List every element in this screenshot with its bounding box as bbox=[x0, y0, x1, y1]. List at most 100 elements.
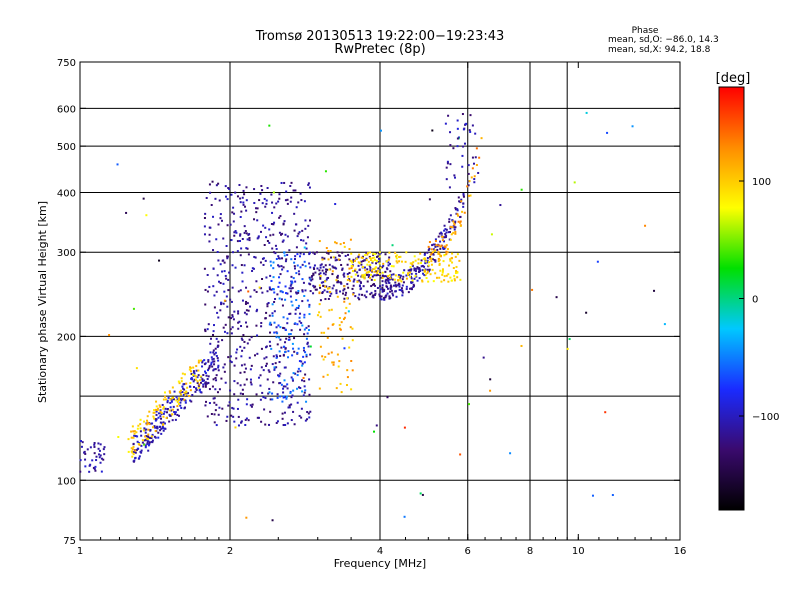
data-point bbox=[133, 459, 136, 462]
data-point bbox=[248, 338, 251, 341]
data-point bbox=[375, 274, 378, 277]
data-point bbox=[410, 277, 413, 280]
data-point bbox=[88, 470, 91, 473]
data-point bbox=[307, 345, 310, 348]
data-point bbox=[366, 253, 369, 256]
data-point bbox=[293, 229, 296, 232]
data-point bbox=[176, 400, 179, 403]
data-point bbox=[308, 305, 311, 308]
data-point bbox=[183, 388, 186, 391]
data-point bbox=[233, 393, 236, 396]
data-point bbox=[449, 131, 452, 134]
data-point bbox=[323, 289, 326, 292]
data-point bbox=[520, 344, 523, 347]
data-point bbox=[573, 181, 576, 184]
data-point bbox=[283, 327, 286, 330]
data-point bbox=[366, 273, 369, 276]
data-point bbox=[108, 334, 111, 337]
data-point bbox=[290, 181, 293, 184]
data-point bbox=[306, 411, 309, 414]
data-point bbox=[284, 260, 287, 263]
data-point bbox=[270, 222, 273, 225]
data-point bbox=[318, 240, 321, 243]
data-point bbox=[131, 448, 134, 451]
data-point bbox=[381, 271, 384, 274]
data-point bbox=[422, 272, 425, 275]
data-point bbox=[465, 122, 468, 125]
data-point bbox=[469, 130, 472, 133]
data-point bbox=[423, 253, 426, 256]
data-point bbox=[398, 278, 401, 281]
data-point bbox=[396, 254, 399, 257]
data-point bbox=[130, 430, 133, 433]
data-point bbox=[405, 274, 408, 277]
data-point bbox=[283, 411, 286, 414]
data-point bbox=[183, 373, 186, 376]
data-point bbox=[263, 197, 266, 200]
data-point bbox=[364, 259, 367, 262]
data-point bbox=[365, 271, 368, 274]
data-point bbox=[229, 355, 232, 358]
data-point bbox=[351, 287, 354, 290]
data-point bbox=[342, 318, 345, 321]
data-point bbox=[474, 132, 477, 135]
data-point bbox=[368, 255, 371, 258]
data-point bbox=[271, 398, 274, 401]
data-point bbox=[239, 289, 242, 292]
data-point bbox=[162, 415, 165, 418]
data-point bbox=[288, 336, 291, 339]
data-point bbox=[346, 297, 349, 300]
data-point bbox=[400, 287, 403, 290]
data-point bbox=[385, 278, 388, 281]
data-point bbox=[226, 198, 229, 201]
y-tick-label: 200 bbox=[57, 332, 76, 343]
data-point bbox=[134, 451, 137, 454]
data-point bbox=[145, 423, 148, 426]
data-point bbox=[349, 238, 352, 241]
data-point bbox=[190, 377, 193, 380]
data-point bbox=[418, 268, 421, 271]
data-point bbox=[328, 286, 331, 289]
data-point bbox=[409, 266, 412, 269]
colorbar-gradient bbox=[718, 86, 745, 511]
data-point bbox=[241, 196, 244, 199]
data-point bbox=[591, 494, 594, 497]
data-point bbox=[325, 247, 328, 250]
data-point bbox=[241, 238, 244, 241]
data-point bbox=[232, 318, 235, 321]
data-point bbox=[278, 265, 281, 268]
data-point bbox=[243, 231, 246, 234]
data-point bbox=[375, 266, 378, 269]
data-point bbox=[207, 382, 210, 385]
data-point bbox=[213, 294, 216, 297]
data-point bbox=[271, 303, 274, 306]
data-point bbox=[93, 443, 96, 446]
data-point bbox=[289, 185, 292, 188]
data-point bbox=[427, 270, 430, 273]
data-point bbox=[154, 426, 157, 429]
data-point bbox=[301, 278, 304, 281]
data-point bbox=[223, 370, 226, 373]
data-point bbox=[284, 385, 287, 388]
data-point bbox=[354, 268, 357, 271]
data-point bbox=[480, 137, 483, 140]
data-point bbox=[134, 435, 137, 438]
data-point bbox=[240, 210, 243, 213]
data-point bbox=[305, 355, 308, 358]
data-point bbox=[203, 225, 206, 228]
data-point bbox=[267, 301, 270, 304]
data-point bbox=[460, 200, 463, 203]
data-point bbox=[445, 228, 448, 231]
data-point bbox=[297, 347, 300, 350]
data-point bbox=[344, 312, 347, 315]
data-point bbox=[290, 396, 293, 399]
data-point bbox=[266, 240, 269, 243]
data-point bbox=[97, 442, 100, 445]
data-point bbox=[387, 277, 390, 280]
data-point bbox=[296, 374, 299, 377]
data-point bbox=[246, 302, 249, 305]
data-point bbox=[235, 231, 238, 234]
data-point bbox=[331, 273, 334, 276]
x-tick-label: 16 bbox=[674, 546, 687, 557]
data-point bbox=[466, 185, 469, 188]
